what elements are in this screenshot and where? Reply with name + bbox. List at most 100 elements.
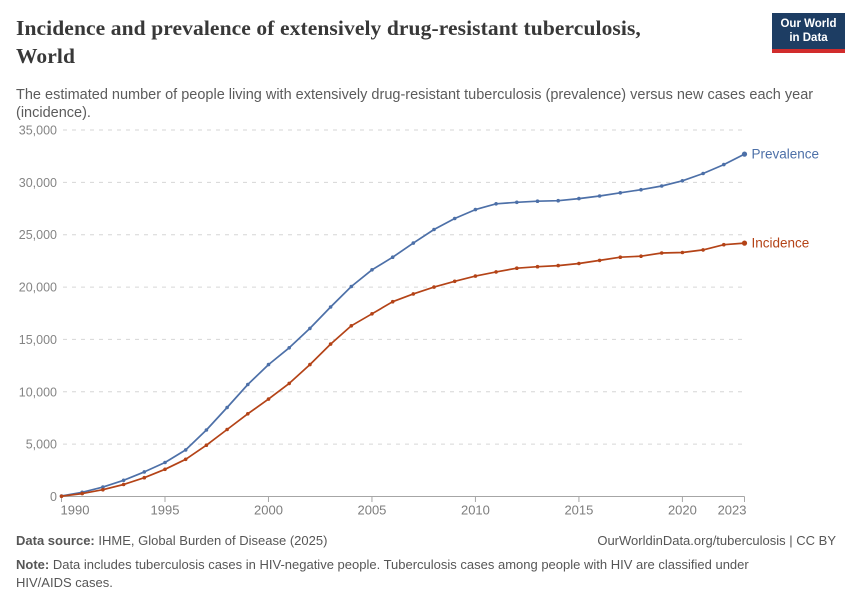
y-tick-label: 20,000 — [19, 281, 57, 295]
owid-logo[interactable]: Our World in Data — [772, 13, 845, 53]
prevalence-point — [701, 171, 705, 176]
incidence-markers — [59, 240, 748, 499]
incidence-point — [680, 250, 685, 255]
chart-subtitle: The estimated number of people living wi… — [16, 87, 814, 121]
y-tick-label: 35,000 — [19, 124, 57, 138]
incidence-point — [246, 412, 250, 416]
prevalence-point — [390, 255, 395, 259]
incidence-point — [618, 255, 623, 259]
y-tick-label: 0 — [50, 490, 57, 504]
incidence-point — [701, 248, 705, 252]
prevalence-point — [142, 470, 147, 474]
footer-note: Note: Data includes tuberculosis cases i… — [16, 556, 764, 591]
incidence-point — [266, 397, 271, 401]
x-tick-label: 1990 — [61, 503, 90, 518]
prevalence-point — [618, 191, 623, 195]
x-axis: 1990 1995 2000 2005 2010 2015 2020 2023 — [61, 496, 747, 518]
prevalence-point — [287, 346, 292, 350]
incidence-point — [163, 467, 167, 472]
prevalence-point — [741, 151, 748, 157]
series-label-prevalence: Prevalence — [752, 147, 820, 162]
prevalence-point — [101, 485, 105, 489]
prevalence-series: Prevalence — [59, 147, 820, 498]
chart-title-line1: Incidence and prevalence of extensively … — [16, 16, 641, 40]
incidence-point — [349, 324, 354, 328]
owid-logo-box: Our World in Data — [772, 13, 845, 49]
prevalence-point — [535, 199, 540, 203]
incidence-point — [308, 362, 312, 367]
incidence-point — [411, 292, 416, 296]
incidence-point — [328, 342, 333, 346]
chart-title: Incidence and prevalence of extensively … — [16, 15, 716, 70]
incidence-line — [60, 242, 746, 498]
prevalence-point — [473, 207, 478, 212]
prevalence-point — [432, 227, 436, 232]
prevalence-point — [121, 478, 126, 483]
incidence-series: Incidence — [59, 236, 810, 499]
prevalence-markers — [59, 151, 748, 498]
y-gridlines: 0 5,000 10,000 15,000 20,000 25,000 30,000 35,0… — [19, 124, 745, 504]
incidence-point — [515, 266, 519, 271]
data-source-text: Data source: IHME, Global Burden of Dise… — [16, 533, 327, 548]
prevalence-point — [266, 362, 271, 367]
x-tick-label: 2023 — [718, 503, 747, 518]
owid-logo-line2: in Data — [789, 31, 828, 44]
prevalence-point — [577, 196, 581, 201]
incidence-point — [183, 457, 188, 462]
incidence-point — [225, 427, 229, 432]
owid-logo-red-bar — [772, 49, 845, 53]
prevalence-point — [680, 179, 685, 183]
y-tick-label: 25,000 — [19, 228, 57, 242]
incidence-point — [722, 242, 726, 247]
incidence-point — [80, 491, 84, 496]
prevalence-point — [308, 326, 312, 331]
owid-url-link[interactable]: OurWorldinData.org/tuberculosis | CC BY — [597, 533, 836, 548]
prevalence-point — [659, 184, 664, 188]
prevalence-point — [163, 460, 167, 465]
incidence-point — [452, 279, 457, 284]
x-tick-label: 2020 — [668, 503, 697, 518]
footer-source-row: Data source: IHME, Global Burden of Dise… — [16, 533, 836, 548]
prevalence-point — [204, 428, 209, 432]
x-tick-label: 2010 — [461, 503, 490, 518]
prevalence-point — [349, 284, 354, 289]
y-tick-label: 10,000 — [19, 385, 57, 399]
incidence-point — [535, 264, 540, 269]
prevalence-line — [60, 153, 746, 497]
prevalence-point — [411, 241, 416, 245]
prevalence-point — [515, 200, 519, 205]
incidence-point — [659, 251, 664, 255]
x-tick-label: 1995 — [151, 503, 180, 518]
incidence-point — [577, 261, 581, 266]
incidence-point — [639, 254, 643, 258]
incidence-point — [121, 482, 126, 487]
incidence-point — [59, 494, 64, 499]
prevalence-point — [494, 202, 498, 206]
prevalence-point — [722, 162, 726, 167]
x-tick-label: 2015 — [564, 503, 593, 518]
prevalence-point — [370, 268, 374, 272]
owid-logo-line1: Our World — [780, 18, 837, 30]
prevalence-point — [225, 405, 229, 410]
incidence-point — [556, 263, 560, 268]
incidence-point — [473, 274, 478, 278]
incidence-point — [204, 443, 209, 448]
incidence-point — [142, 475, 147, 480]
incidence-point — [597, 258, 602, 263]
prevalence-point — [183, 448, 188, 452]
incidence-point — [432, 285, 436, 289]
data-source-value: IHME, Global Burden of Disease (2025) — [94, 533, 328, 548]
prevalence-point — [597, 194, 602, 198]
prevalence-point — [452, 216, 457, 221]
x-tick-label: 2005 — [357, 503, 386, 518]
y-tick-label: 5,000 — [26, 438, 57, 452]
prevalence-point — [328, 305, 333, 309]
prevalence-point — [246, 382, 250, 387]
prevalence-point — [556, 198, 560, 203]
incidence-point — [287, 381, 292, 386]
prevalence-point — [639, 187, 643, 192]
note-label: Note: — [16, 557, 50, 572]
series-label-incidence: Incidence — [752, 236, 810, 251]
